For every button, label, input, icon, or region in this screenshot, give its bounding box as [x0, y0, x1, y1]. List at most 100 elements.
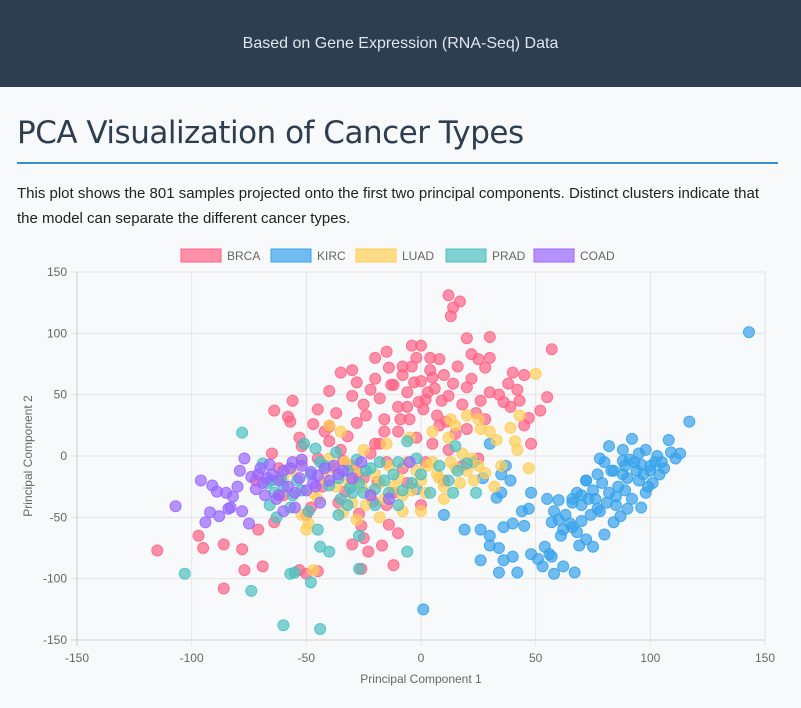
data-point-prad [298, 437, 311, 450]
data-point-kirc [619, 484, 632, 497]
data-point-coad [238, 452, 251, 465]
header-subtitle: Based on Gene Expression (RNA-Seq) Data [242, 34, 559, 52]
data-point-prad [396, 484, 409, 497]
data-point-brca [311, 403, 324, 416]
data-point-kirc [625, 432, 638, 445]
data-point-prad [470, 486, 483, 499]
x-axis-ticks: -150 -100 -50 0 50 100 150 [65, 651, 775, 665]
data-point-kirc [545, 516, 558, 529]
data-point-kirc [623, 453, 636, 466]
data-point-brca [197, 542, 210, 554]
data-point-coad [169, 500, 182, 513]
data-point-coad [323, 474, 336, 487]
data-point-kirc [616, 443, 629, 456]
data-point-coad [272, 474, 285, 487]
data-point-kirc [492, 566, 505, 579]
data-point-brca [238, 564, 251, 577]
data-point-prad [401, 435, 414, 448]
data-point-prad [415, 468, 427, 481]
data-point-brca [286, 394, 299, 407]
data-point-prad [288, 566, 301, 579]
x-tick-label: 100 [640, 651, 660, 665]
data-point-prad [353, 562, 366, 575]
data-point-coad [243, 517, 255, 530]
data-point-luad [350, 513, 363, 526]
data-point-brca [479, 361, 492, 374]
data-point-luad [380, 437, 393, 450]
data-point-prad [392, 456, 405, 469]
data-point-luad [529, 367, 542, 380]
data-point-prad [378, 474, 391, 487]
data-point-kirc [541, 492, 554, 505]
data-point-kirc [525, 486, 538, 499]
data-point-kirc [644, 464, 657, 477]
data-point-brca [474, 394, 487, 407]
data-point-kirc [458, 523, 471, 536]
data-point-brca [401, 386, 414, 399]
data-point-prad [330, 446, 343, 459]
y-tick-label: -100 [43, 572, 67, 586]
data-point-brca [369, 372, 382, 385]
data-point-brca [483, 351, 496, 364]
data-point-luad [490, 434, 503, 447]
data-point-brca [437, 369, 450, 382]
data-point-kirc [674, 447, 687, 460]
data-point-brca [410, 351, 423, 364]
y-tick-label: 100 [47, 326, 67, 340]
data-point-brca [502, 377, 515, 390]
data-point-prad [332, 508, 345, 521]
data-point-prad [373, 456, 386, 469]
data-point-kirc [548, 505, 561, 518]
data-point-brca [392, 527, 405, 540]
data-point-brca [511, 383, 524, 396]
data-point-luad [460, 409, 473, 422]
data-point-coad [263, 458, 276, 471]
y-tick-label: 0 [60, 449, 67, 463]
data-point-brca [442, 289, 455, 302]
data-point-coad [295, 453, 308, 466]
data-point-kirc [483, 529, 496, 542]
data-point-brca [192, 529, 205, 542]
data-point-brca [506, 366, 519, 379]
data-point-brca [376, 539, 389, 552]
data-point-brca [385, 378, 398, 391]
data-point-kirc [536, 560, 549, 573]
data-point-coad [236, 505, 249, 518]
data-point-brca [431, 409, 444, 422]
legend-label: LUAD [402, 249, 434, 263]
data-point-prad [460, 457, 473, 470]
data-point-kirc [635, 458, 648, 471]
legend-label: BRCA [227, 249, 260, 263]
data-point-kirc [568, 566, 581, 579]
chart-legend: BRCA KIRC LUAD PRAD COAD [180, 248, 615, 263]
data-point-brca [281, 410, 294, 423]
legend-label: KIRC [317, 249, 346, 263]
data-point-brca [350, 416, 363, 429]
data-point-prad [449, 440, 462, 453]
data-point-brca [350, 376, 363, 389]
main-content: PCA Visualization of Cancer Types This p… [0, 87, 801, 231]
data-point-luad [453, 476, 466, 489]
page-title: PCA Visualization of Cancer Types [17, 115, 524, 151]
scatter-plot: BRCA KIRC LUAD PRAD COAD 150100500-50-100-15… [21, 248, 775, 686]
data-point-kirc [621, 502, 634, 515]
data-point-kirc [632, 474, 645, 487]
data-point-kirc [655, 456, 668, 469]
data-point-luad [307, 564, 320, 577]
data-point-luad [479, 467, 492, 480]
data-point-kirc [742, 326, 755, 339]
x-tick-label: 150 [755, 651, 775, 665]
data-point-kirc [554, 529, 567, 542]
data-point-kirc [591, 468, 604, 481]
data-point-prad [401, 545, 414, 558]
legend-swatch [445, 248, 487, 263]
data-point-prad [353, 529, 366, 542]
data-point-kirc [511, 566, 524, 579]
data-point-prad [405, 476, 418, 489]
data-point-brca [456, 398, 469, 411]
data-point-brca [382, 518, 395, 531]
data-point-coad [204, 506, 217, 519]
data-point-brca [392, 425, 405, 438]
data-point-kirc [497, 554, 510, 567]
data-point-prad [323, 545, 336, 558]
